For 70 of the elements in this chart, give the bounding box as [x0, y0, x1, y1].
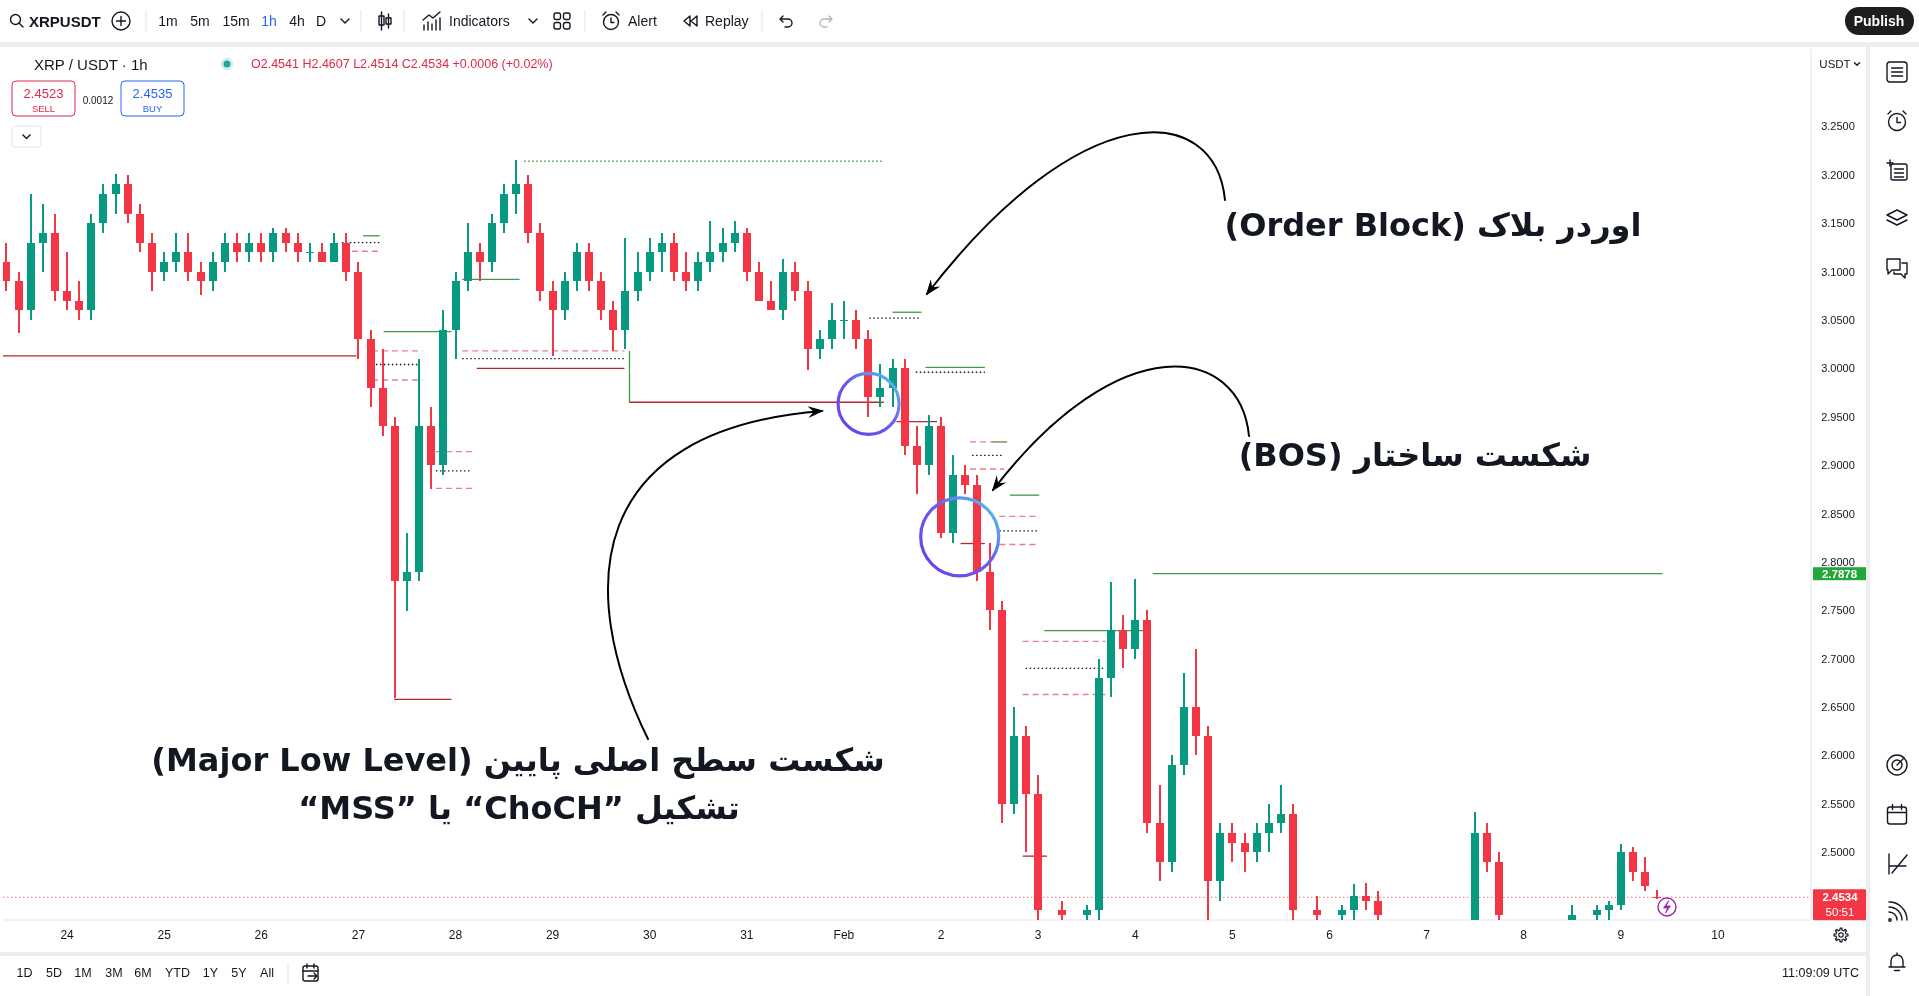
- x-tick-label: 30: [643, 928, 657, 942]
- annotation: اوردر بلاک (Order Block): [1224, 206, 1642, 244]
- text: XRPUSDT: [29, 12, 101, 30]
- x-tick-label: 27: [351, 928, 366, 942]
- y-tick-label: 2.7000: [1821, 652, 1855, 665]
- text: 2.7878: [1821, 567, 1858, 580]
- text: 1h: [261, 13, 277, 29]
- y-tick-label: 3.0000: [1821, 362, 1855, 375]
- annotation: 2.4523: [23, 85, 64, 101]
- y-tick-label: 2.6500: [1821, 701, 1855, 714]
- text: 50:51: [1825, 906, 1855, 919]
- y-tick-label: 2.8000: [1821, 555, 1855, 568]
- y-tick-label: 2.7500: [1821, 604, 1855, 617]
- text: USDT: [1819, 58, 1851, 70]
- x-tick-label: 5: [1229, 928, 1237, 942]
- ref-line-label: 2.4534: [1822, 891, 1859, 904]
- x-tick-label: 28: [448, 928, 463, 942]
- x-tick-label: 3: [1034, 928, 1042, 942]
- text: XRP / USDT · 1h: [34, 55, 148, 73]
- text: 15m: [222, 13, 250, 29]
- annotation: 0.0012: [82, 94, 114, 106]
- x-tick-label: Feb: [833, 928, 855, 942]
- y-tick-label: 2.5000: [1821, 846, 1855, 859]
- text: O2.4541 H2.4607 L2.4514 C2.4534 +0.0006 (+0.02%): [251, 57, 553, 71]
- x-tick-label: 4: [1131, 928, 1139, 942]
- x-tick-label: 2: [937, 928, 945, 942]
- text: 1D: [16, 966, 33, 980]
- annotation: شکست سطح اصلی پایین (Major Low Level): [151, 741, 885, 779]
- x-tick-label: 6: [1326, 928, 1334, 942]
- text: 5D: [46, 966, 62, 980]
- text: Indicators: [449, 13, 510, 29]
- text: 4h: [289, 13, 305, 29]
- text: 1M: [74, 966, 92, 980]
- x-tick-label: 29: [545, 928, 560, 942]
- x-tick-label: 25: [157, 928, 172, 942]
- y-tick-label: 3.2000: [1821, 168, 1855, 181]
- annotation: 2.4535: [132, 85, 173, 101]
- text: 5Y: [231, 966, 248, 980]
- x-tick-label: 7: [1423, 928, 1431, 942]
- annotation: SELL: [31, 102, 56, 114]
- text: D: [315, 13, 327, 29]
- y-tick-label: 2.9000: [1821, 459, 1855, 472]
- annotation: شکست ساختار (BOS): [1238, 436, 1592, 474]
- y-tick-label: 2.5500: [1821, 797, 1855, 810]
- x-tick-label: 31: [740, 928, 754, 942]
- x-tick-label: 8: [1520, 928, 1528, 942]
- y-tick-label: 3.1500: [1821, 217, 1855, 230]
- x-tick-label: 10: [1711, 928, 1725, 942]
- text: 5m: [190, 13, 210, 29]
- text: Replay: [705, 13, 749, 29]
- x-tick-label: 9: [1617, 928, 1625, 942]
- y-tick-label: 3.2500: [1821, 120, 1855, 133]
- y-tick-label: 2.8500: [1821, 507, 1855, 520]
- text: 1Y: [202, 966, 219, 980]
- text: Publish: [1853, 13, 1905, 29]
- text: 6M: [134, 966, 152, 980]
- y-tick-label: 2.6000: [1821, 749, 1855, 762]
- text: YTD: [165, 966, 190, 980]
- x-tick-label: 24: [60, 928, 75, 942]
- x-tick-label: 26: [254, 928, 269, 942]
- y-tick-label: 3.1000: [1821, 265, 1855, 278]
- text: All: [260, 966, 274, 980]
- text: Alert: [628, 13, 657, 29]
- annotation: تشکیل ”ChoCH“ یا ”MSS“: [298, 789, 740, 827]
- text: 3M: [105, 966, 123, 980]
- annotation: BUY: [142, 102, 163, 114]
- text: 1m: [158, 13, 178, 29]
- y-tick-label: 2.9500: [1821, 410, 1855, 423]
- text: 11:09:09 UTC: [1782, 966, 1859, 980]
- y-tick-label: 3.0500: [1821, 313, 1855, 326]
